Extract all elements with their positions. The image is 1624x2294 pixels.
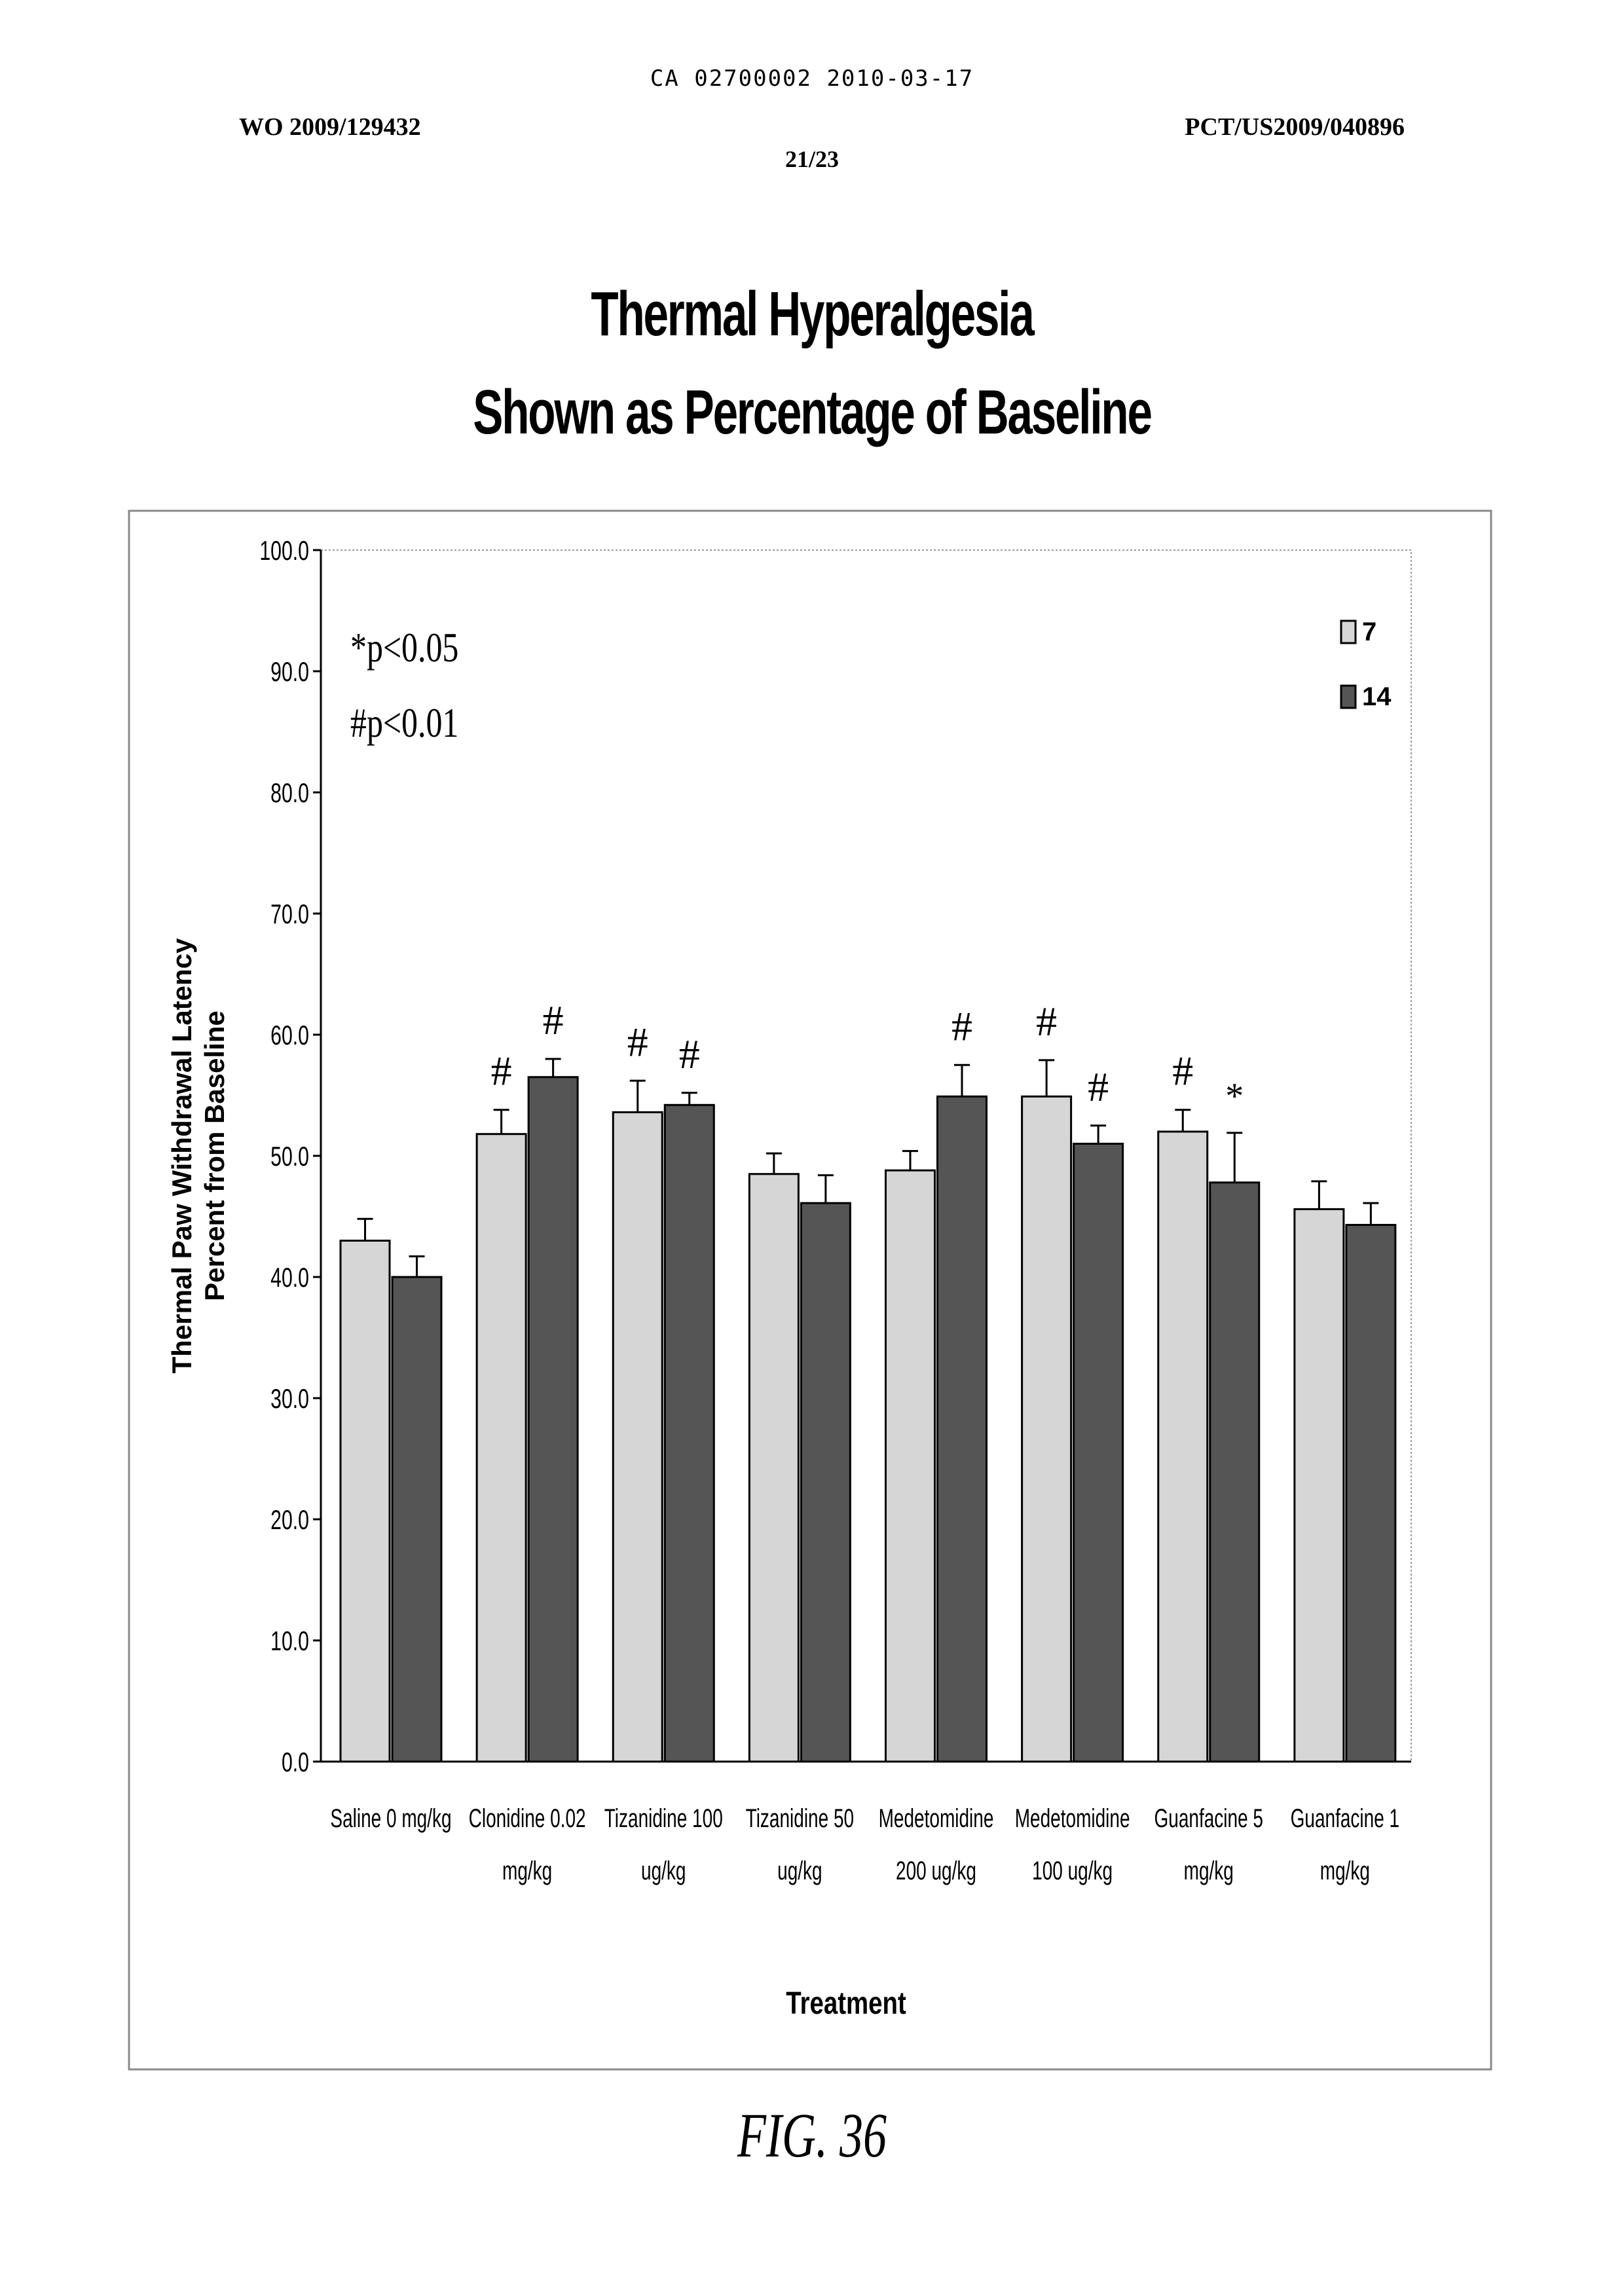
y-tick-label: 60.0 (270, 1020, 309, 1050)
legend-swatch-7 (1341, 621, 1356, 643)
significance-marker: # (543, 997, 564, 1043)
significance-marker: # (491, 1048, 512, 1094)
annotation-p01: #p<0.01 (350, 700, 458, 746)
bar-tizanidine-100-ug-kg-day-14 (665, 1105, 714, 1762)
significance-marker: # (627, 1018, 648, 1065)
bar-guanfacine-5-mg-kg-day-7 (1158, 1132, 1208, 1762)
figure-caption: FIG. 36 (203, 2099, 1421, 2172)
bar-medetomidine-100-ug-kg-day-7 (1022, 1096, 1071, 1762)
bar-chart: 0.0 10.0 20.0 30.0 40.0 50.0 60.0 70.0 80.0 90.0 1… (0, 0, 1624, 2096)
y-tick-label: 50.0 (270, 1141, 309, 1172)
y-axis-title-line2: Percent from Baseline (199, 1010, 230, 1301)
x-category-label-tizanidine-100-ug-kg: Tizanidine 100 (604, 1804, 723, 1833)
x-category-label-tizanidine-100-ug-kg: ug/kg (641, 1857, 686, 1885)
significance-marker: # (1172, 1048, 1193, 1094)
bar-guanfacine-1-mg-kg-day-14 (1346, 1225, 1395, 1762)
significance-marker: # (1088, 1064, 1109, 1110)
y-tick-label: 70.0 (270, 898, 309, 929)
x-category-label-medetomidine-200-ug-kg: 200 ug/kg (896, 1857, 976, 1885)
x-category-label-medetomidine-100-ug-kg: 100 ug/kg (1032, 1857, 1113, 1885)
bar-tizanidine-50-ug-kg-day-7 (749, 1174, 798, 1762)
y-tick-label: 100.0 (259, 535, 309, 566)
x-category-label-medetomidine-200-ug-kg: Medetomidine (879, 1804, 994, 1833)
y-tick-label: 90.0 (270, 656, 309, 687)
x-category-label-guanfacine-1-mg-kg: Guanfacine 1 (1291, 1804, 1400, 1833)
x-category-label-clonidine-0-02-mg-kg: mg/kg (502, 1857, 552, 1885)
x-category-label-medetomidine-100-ug-kg: Medetomidine (1015, 1804, 1130, 1833)
y-tick-label: 30.0 (270, 1383, 309, 1414)
bar-guanfacine-1-mg-kg-day-7 (1295, 1209, 1344, 1762)
legend-label-14: 14 (1362, 682, 1392, 711)
legend-swatch-14 (1341, 686, 1356, 708)
bar-clonidine-0-02-mg-kg-day-14 (528, 1077, 578, 1762)
y-axis-title-line1: Thermal Paw Withdrawal Latency (166, 938, 197, 1373)
y-tick-label: 80.0 (270, 777, 309, 808)
bar-guanfacine-5-mg-kg-day-14 (1210, 1183, 1259, 1762)
x-category-label-guanfacine-5-mg-kg: Guanfacine 5 (1154, 1804, 1263, 1833)
bars: # # # # # # # # * (341, 997, 1395, 1762)
bar-saline-0-mg-kg-day-14 (392, 1277, 441, 1762)
y-tick-label: 40.0 (270, 1262, 309, 1293)
x-category-label-guanfacine-5-mg-kg: mg/kg (1184, 1857, 1234, 1885)
x-category-label-guanfacine-1-mg-kg: mg/kg (1320, 1857, 1370, 1885)
x-axis-title: Treatment (786, 1986, 906, 2021)
significance-marker: # (1036, 998, 1057, 1045)
x-category-label-clonidine-0-02-mg-kg: Clonidine 0.02 (469, 1804, 586, 1833)
bar-clonidine-0-02-mg-kg-day-7 (477, 1134, 526, 1762)
legend-label-7: 7 (1362, 618, 1376, 646)
annotation-p05: *p<0.05 (350, 625, 458, 671)
legend: 7 14 (1341, 618, 1392, 711)
x-category-label-tizanidine-50-ug-kg: ug/kg (777, 1857, 822, 1885)
bar-medetomidine-200-ug-kg-day-14 (938, 1096, 987, 1762)
bar-saline-0-mg-kg-day-7 (341, 1241, 390, 1762)
bar-medetomidine-100-ug-kg-day-14 (1074, 1144, 1123, 1762)
significance-marker: * (1225, 1076, 1244, 1117)
bar-tizanidine-50-ug-kg-day-14 (801, 1203, 850, 1762)
y-tick-label: 10.0 (270, 1625, 309, 1656)
y-tick-label: 0.0 (282, 1747, 309, 1777)
significance-marker: # (951, 1003, 972, 1049)
bar-medetomidine-200-ug-kg-day-7 (886, 1170, 935, 1762)
x-axis-labels: Saline 0 mg/kg Clonidine 0.02 mg/kg Tizanid… (330, 1804, 1399, 1885)
x-category-label-saline-0-mg-kg: Saline 0 mg/kg (330, 1804, 451, 1833)
significance-marker: # (679, 1031, 700, 1077)
x-category-label-tizanidine-50-ug-kg: Tizanidine 50 (746, 1804, 854, 1833)
bar-tizanidine-100-ug-kg-day-7 (613, 1112, 662, 1762)
y-tick-label: 20.0 (270, 1504, 309, 1535)
